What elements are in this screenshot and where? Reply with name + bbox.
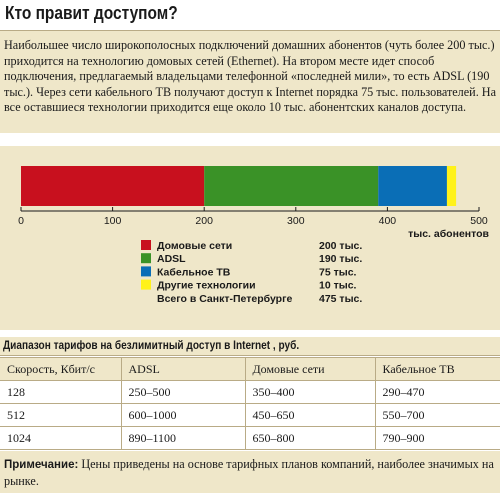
table-cell: 890–1100: [120, 426, 245, 450]
table-header-cell: Скорость, Кбит/с: [0, 357, 121, 381]
x-tick-label: 300: [287, 215, 305, 227]
table-cell: 250–500: [120, 380, 245, 404]
table-cell: 290–470: [374, 380, 500, 404]
legend-swatch: [141, 279, 151, 290]
table-cell: 650–800: [244, 426, 375, 450]
table-cell: 450–650: [244, 403, 375, 427]
legend-total-value: 475 тыс.: [319, 293, 362, 305]
note-block: Примечание: Цены приведены на основе тар…: [0, 451, 500, 493]
table-caption-bar: Диапазон тарифов на безлимитный доступ в…: [0, 337, 500, 356]
legend-label: Кабельное ТВ: [157, 266, 231, 278]
legend-swatch: [141, 266, 151, 277]
tariff-table: Скорость, Кбит/с ADSL Домовые сети Кабел…: [0, 357, 500, 450]
legend-swatch: [141, 240, 151, 250]
x-tick-label: 0: [18, 215, 24, 227]
legend-value: 75 тыс.: [319, 266, 357, 278]
x-tick-label: 500: [470, 215, 488, 227]
page-title: Кто правит доступом?: [5, 3, 178, 23]
table-cell: 600–1000: [120, 403, 245, 427]
x-tick-label: 100: [104, 215, 122, 227]
note-body: Цены приведены на основе тарифных планов…: [4, 457, 494, 488]
x-tick-label: 400: [379, 215, 397, 227]
table-caption: Диапазон тарифов на безлимитный доступ в…: [3, 338, 300, 352]
bar-segment: [204, 166, 379, 206]
table-header-cell: ADSL: [120, 357, 245, 381]
note-text: Примечание: Цены приведены на основе тар…: [4, 457, 496, 489]
table-row: 512 600–1000 450–650 550–700: [0, 403, 500, 427]
title-bar: Кто правит доступом?: [0, 0, 500, 31]
bar-segment: [446, 166, 457, 206]
table-header-cell: Кабельное ТВ: [374, 357, 500, 381]
legend-label: Другие технологии: [157, 280, 256, 292]
table-cell: 512: [0, 403, 121, 427]
legend-value: 10 тыс.: [319, 280, 357, 292]
table-cell: 790–900: [374, 426, 500, 450]
x-axis-label: тыс. абонентов: [408, 228, 489, 240]
bar-segment: [378, 166, 447, 206]
table-cell: 1024: [0, 426, 121, 450]
note-label: Примечание:: [4, 459, 79, 471]
table-header-cell: Домовые сети: [244, 357, 375, 381]
chart-panel: 0 100 200 300 400 500 тыс. абонентов Домовые се…: [0, 146, 500, 330]
legend-total-label: Всего в Санкт-Петербурге: [157, 293, 292, 305]
table-row: 128 250–500 350–400 290–470: [0, 380, 500, 404]
intro-text: Наибольшее число широкополосных подключе…: [4, 38, 497, 114]
legend-label: ADSL: [157, 253, 186, 265]
table-row: 1024 890–1100 650–800 790–900: [0, 426, 500, 450]
bar-segment: [21, 166, 205, 206]
table-cell: 350–400: [244, 380, 375, 404]
legend-value: 200 тыс.: [319, 240, 362, 252]
legend-swatch: [141, 253, 151, 264]
table-cell: 128: [0, 380, 121, 404]
x-tick-label: 200: [195, 215, 213, 227]
table-header-row: Скорость, Кбит/с ADSL Домовые сети Кабел…: [0, 357, 500, 381]
legend-label: Домовые сети: [157, 240, 232, 252]
legend-value: 190 тыс.: [319, 253, 362, 265]
intro-block: Наибольшее число широкополосных подключе…: [0, 31, 500, 133]
table-cell: 550–700: [374, 403, 500, 427]
